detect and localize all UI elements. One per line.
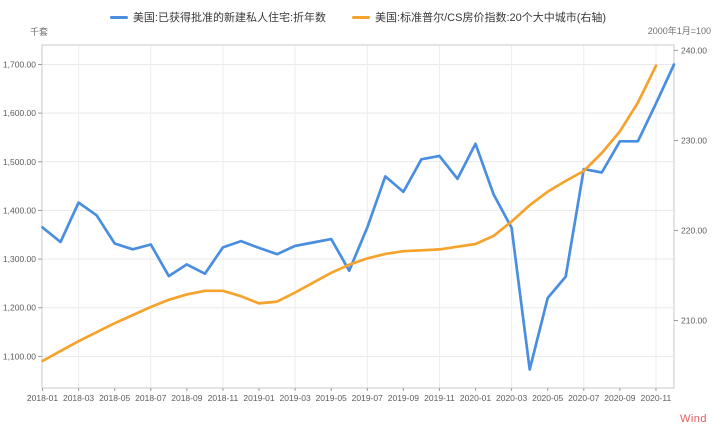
x-tick-label: 2020-07 <box>568 393 599 403</box>
x-tick-label: 2020-03 <box>496 393 527 403</box>
left-tick-label: 1,500.00 <box>3 157 36 167</box>
x-tick-label: 2018-09 <box>171 393 202 403</box>
left-tick-label: 1,600.00 <box>3 108 36 118</box>
left-tick-label: 1,400.00 <box>3 205 36 215</box>
legend-item-permits[interactable]: 美国:已获得批准的新建私人住宅:折年数 <box>109 9 327 25</box>
left-tick-label: 1,100.00 <box>3 351 36 361</box>
x-tick-label: 2019-01 <box>243 393 274 403</box>
legend-swatch-permits <box>109 15 128 19</box>
series-line-permits <box>41 63 676 371</box>
x-tick-label: 2018-03 <box>63 393 94 403</box>
x-tick-label: 2020-05 <box>532 393 563 403</box>
chart-legend: 美国:已获得批准的新建私人住宅:折年数 美国:标准普尔/CS房价指数:20个大中… <box>0 9 716 25</box>
right-tick-label: 220.00 <box>681 225 707 235</box>
x-tick-label: 2019-05 <box>316 393 347 403</box>
series-line-home-price-index <box>41 64 658 363</box>
x-tick-label: 2018-07 <box>135 393 166 403</box>
plot-border <box>41 44 675 389</box>
x-tick-label: 2019-07 <box>352 393 383 403</box>
x-tick-label: 2020-11 <box>641 393 672 403</box>
left-tick-label: 1,300.00 <box>3 254 36 264</box>
wind-watermark: Wind <box>679 413 707 425</box>
x-tick-label: 2019-09 <box>388 393 419 403</box>
left-tick-label: 1,700.00 <box>3 59 36 69</box>
legend-label-home-price-index: 美国:标准普尔/CS房价指数:20个大中城市(右轴) <box>375 12 607 24</box>
right-axis-unit-label: 2000年1月=100 <box>647 26 711 36</box>
right-tick-label: 230.00 <box>681 135 707 145</box>
right-tick-label: 210.00 <box>681 315 707 325</box>
x-tick-label: 2018-05 <box>99 393 130 403</box>
x-tick-label: 2019-11 <box>424 393 455 403</box>
left-axis-unit-label: 千套 <box>30 27 49 37</box>
x-tick-label: 2020-01 <box>460 393 491 403</box>
left-tick-label: 1,200.00 <box>3 303 36 313</box>
x-tick-label: 2018-01 <box>27 393 58 403</box>
x-tick-label: 2020-09 <box>604 393 635 403</box>
x-tick-label: 2018-11 <box>208 393 239 403</box>
legend-label-permits: 美国:已获得批准的新建私人住宅:折年数 <box>132 12 327 24</box>
right-tick-label: 240.00 <box>681 45 707 55</box>
legend-swatch-home-price-index <box>352 15 371 19</box>
x-tick-label: 2019-03 <box>279 393 310 403</box>
legend-item-home-price-index[interactable]: 美国:标准普尔/CS房价指数:20个大中城市(右轴) <box>352 9 606 25</box>
